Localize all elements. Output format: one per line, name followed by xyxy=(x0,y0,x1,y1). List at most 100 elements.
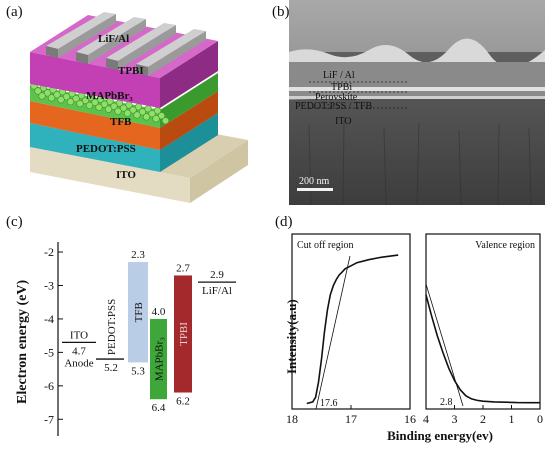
perovskite-sphere xyxy=(43,89,52,97)
ito-side xyxy=(30,147,190,203)
energy-bar-name: TFB xyxy=(133,302,145,322)
perovskite-sphere xyxy=(110,102,118,110)
energy-axis-label: Electron energy (eV) xyxy=(15,280,30,404)
perovskite-sphere xyxy=(129,106,137,114)
electrodes xyxy=(46,12,206,76)
sem-texture xyxy=(308,119,532,205)
energy-bar-2 xyxy=(128,262,148,363)
energy-bar-name: TPBI xyxy=(178,322,190,346)
binding-energy-axis-label: Binding energy(ev) xyxy=(387,428,493,443)
perovskite-sphere xyxy=(157,112,166,120)
x-tick-label: 2 xyxy=(480,412,486,426)
lif-al-value-label: 2.9 xyxy=(210,269,224,281)
perovskite-sphere xyxy=(138,108,147,116)
scale-bar-label: 200 nm xyxy=(299,176,330,187)
perovskite-sphere xyxy=(100,100,109,108)
sem-label-lif-al: LiF / Al xyxy=(323,70,355,81)
tangent-line xyxy=(425,283,464,407)
perovskite-sphere xyxy=(57,96,65,104)
pedot-value-label: 5.2 xyxy=(104,362,118,374)
panel-d-label: (d) xyxy=(275,214,293,230)
tpbi-right xyxy=(160,41,218,108)
x-tick-label: 16 xyxy=(404,412,416,426)
x-tick-label: 4 xyxy=(423,412,429,426)
sem-label-ito: ITO xyxy=(335,116,351,127)
tfb-right xyxy=(160,91,218,150)
energy-bar-bottom-label: 6.2 xyxy=(176,396,190,408)
pedot-name-label: PEDOT:PSS xyxy=(106,299,118,355)
energy-tick-label: -2 xyxy=(44,245,54,259)
perovskite-sphere xyxy=(142,113,151,121)
perovskite-sphere xyxy=(114,107,122,115)
perovskite-sphere xyxy=(34,87,42,95)
energy-tick-label: -7 xyxy=(44,412,54,426)
energy-tick-label: -6 xyxy=(44,379,54,393)
perovskite-sphere xyxy=(104,105,113,113)
perovskite-sphere xyxy=(72,94,80,103)
perovskite-sphere xyxy=(91,98,99,106)
x-tick-label: 1 xyxy=(509,412,515,426)
sem-label-perovskite: Perovskite xyxy=(315,92,358,103)
perovskite-side xyxy=(30,85,160,128)
lif-al-name-label: LiF/Al xyxy=(202,285,232,297)
spectrum-line xyxy=(306,254,399,405)
energy-tick-label: -5 xyxy=(44,345,54,359)
layer-label-tpbi: TPBI xyxy=(118,65,144,77)
perovskite-right xyxy=(160,73,218,128)
perovskite-sphere xyxy=(95,103,103,111)
pedot-side xyxy=(30,123,160,172)
layer-label-mapbbr3: MAPbBr₃ xyxy=(86,90,133,102)
x-tick-label: 0 xyxy=(537,412,543,426)
perovskite-sphere xyxy=(66,98,75,106)
onset-annotation: 17.6 xyxy=(320,398,338,409)
layer-label-ito: ITO xyxy=(116,169,136,181)
perovskite-sphere xyxy=(47,94,56,102)
perovskite-sphere xyxy=(53,91,61,99)
valence-region-plot: Valence region 4 3 2 1 0 2.8 xyxy=(423,233,543,426)
ito-name-label: ITO xyxy=(70,329,88,341)
spectrum-line xyxy=(425,294,540,404)
energy-level-diagram: -2 -3 -4 -5 -6 -7 Electron energy (eV) ITO 4.7… xyxy=(15,242,236,436)
energy-bar-4 xyxy=(174,275,192,393)
energy-bar-bottom-label: 6.4 xyxy=(152,402,166,414)
plot-title: Cut off region xyxy=(297,240,353,251)
perovskite-sphere xyxy=(152,115,160,123)
ito-right xyxy=(190,140,248,203)
energy-bar-top-label: 4.0 xyxy=(152,306,166,318)
x-tick-label: 17 xyxy=(345,412,357,426)
panel-c-label: (c) xyxy=(6,214,23,230)
perovskite-sphere xyxy=(62,93,71,101)
perovskite-sphere xyxy=(85,101,94,110)
onset-annotation: 2.8 xyxy=(440,397,453,408)
perovskite-sphere xyxy=(133,111,141,119)
panel-a-label: (a) xyxy=(6,4,23,20)
energy-bar-top-label: 2.7 xyxy=(176,262,190,274)
pedot-right xyxy=(160,113,218,172)
perovskite-sphere xyxy=(123,109,132,117)
energy-tick-label: -4 xyxy=(44,312,54,326)
perovskite-sphere xyxy=(76,99,84,108)
perovskite-sphere xyxy=(161,117,170,125)
energy-bar-name: MAPbBr₃ xyxy=(154,337,166,381)
scale-bar xyxy=(297,188,333,191)
sem-label-pedot-tfb: PEDOT:PSS / TFB xyxy=(295,101,372,112)
energy-axis: -2 -3 -4 -5 -6 -7 xyxy=(44,242,63,436)
perovskite-sphere xyxy=(81,96,90,105)
perovskite-sphere xyxy=(148,110,156,118)
layer-label-tfb: TFB xyxy=(110,116,132,128)
energy-tick-label: -3 xyxy=(44,278,54,292)
sem-cross-section-image: LiF / Al TPBi Perovskite PEDOT:PSS / TFB… xyxy=(289,0,545,205)
tfb-side xyxy=(30,101,160,150)
layer-label-lif-al: LiF/Al xyxy=(98,33,129,45)
tpbi-side xyxy=(30,52,160,108)
panel-b-label: (b) xyxy=(272,4,290,20)
perovskite-sphere xyxy=(38,92,46,100)
tangent-line xyxy=(315,255,351,410)
perovskite-sphere xyxy=(119,104,128,112)
energy-bar-top-label: 2.3 xyxy=(131,249,145,261)
layer-label-pedot-pss: PEDOT:PSS xyxy=(76,143,136,155)
energy-bar-bottom-label: 5.3 xyxy=(131,365,145,377)
plot-title: Valence region xyxy=(475,240,535,251)
